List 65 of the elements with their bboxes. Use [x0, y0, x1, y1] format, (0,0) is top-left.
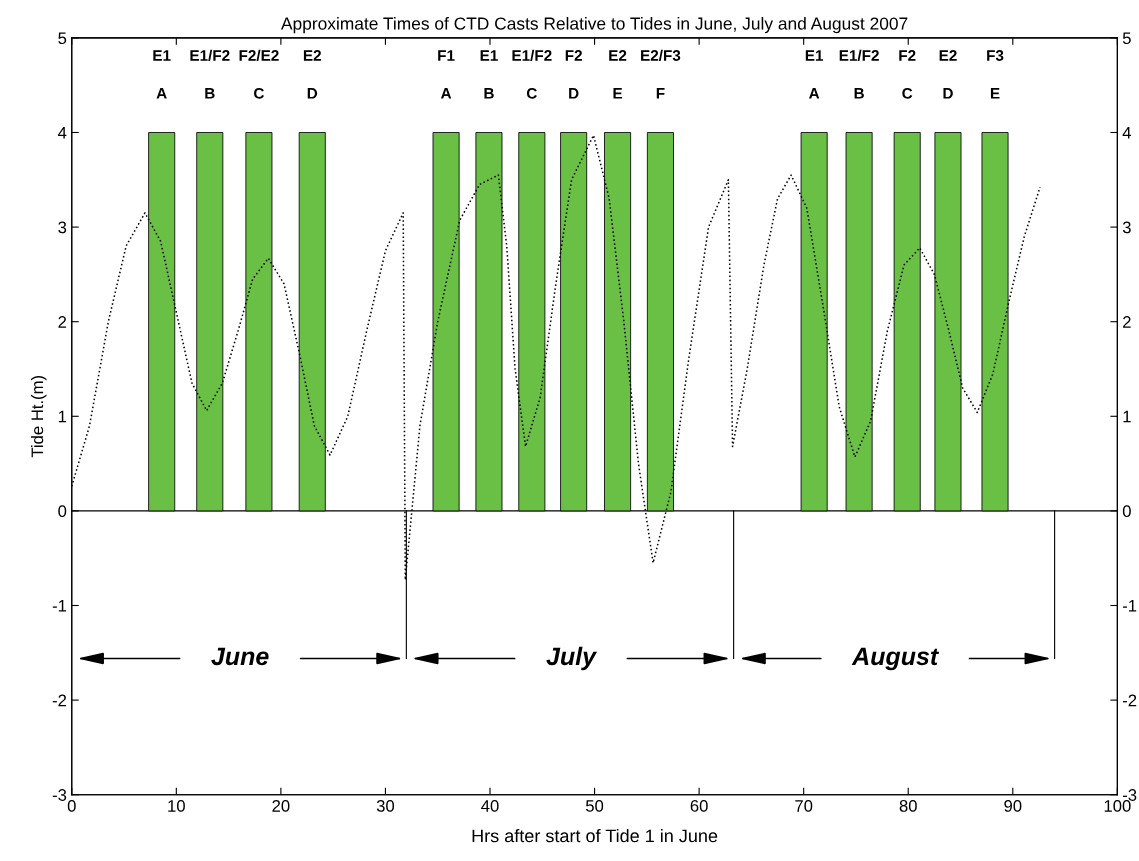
y-tick-label: 3 — [58, 221, 67, 234]
annotation: A — [156, 88, 167, 99]
y2-tick-label: -1 — [1122, 600, 1137, 612]
x-tick-label: 10 — [168, 800, 185, 812]
annotation: E1 — [153, 50, 171, 61]
y2-tick-label: -3 — [1122, 789, 1137, 801]
chart-title: Approximate Times of CTD Casts Relative to Tides in June, July and August 2007 — [280, 16, 908, 34]
annotation: B — [205, 88, 215, 99]
annotation: F3 — [987, 50, 1004, 61]
annotation: C — [254, 87, 265, 99]
annotation: E1/F2 — [839, 49, 879, 62]
x-tick-label: 80 — [899, 800, 917, 812]
annotation: E — [613, 88, 623, 99]
y-tick-label: 1 — [58, 410, 67, 423]
annotation: D — [943, 88, 953, 99]
annotation: F1 — [438, 50, 455, 61]
x-tick-label: 90 — [1004, 800, 1022, 812]
x-tick-label: 70 — [795, 800, 813, 812]
annotation: E1 — [805, 50, 824, 61]
annotation: July — [546, 646, 598, 671]
y2-tick-label: 4 — [1122, 127, 1131, 139]
annotation: E2 — [303, 50, 321, 61]
y2-tick-label: 3 — [1122, 221, 1131, 234]
annotation: E — [990, 88, 1000, 99]
annotation: E2 — [939, 50, 957, 61]
x-axis-title: Hrs after start of Tide 1 in June — [472, 828, 718, 843]
annotation: D — [569, 88, 579, 99]
x-tick-label: 100 — [1104, 800, 1131, 812]
annotation: C — [526, 87, 537, 99]
annotation: June — [211, 647, 269, 666]
annotation: F2/E2 — [239, 49, 279, 62]
x-tick-label: 50 — [585, 800, 604, 812]
annotation: A — [440, 88, 452, 99]
x-tick-label: 30 — [376, 800, 395, 812]
y2-tick-label: -2 — [1122, 694, 1137, 707]
annotation: F — [656, 88, 665, 99]
annotation: B — [484, 88, 494, 99]
annotation: E1/F2 — [190, 49, 230, 62]
y-tick-label: 2 — [58, 316, 67, 328]
annotation: E2/F3 — [641, 49, 681, 62]
y2-tick-label: 2 — [1123, 316, 1131, 328]
y-axis-title: Tide Ht.(m) — [30, 375, 47, 458]
annotation: A — [809, 88, 820, 99]
annotation: E1 — [480, 50, 498, 61]
y-tick-label: 4 — [58, 127, 67, 139]
annotation: C — [902, 87, 913, 99]
annotation: F2 — [565, 50, 582, 61]
annotation: August — [851, 647, 940, 671]
x-tick-label: 0 — [67, 800, 76, 812]
y2-tick-label: 0 — [1122, 505, 1131, 518]
y2-tick-label: 5 — [1122, 32, 1131, 45]
y-tick-label: -2 — [52, 694, 67, 707]
annotation: E1/F2 — [512, 49, 552, 62]
y-tick-label: -1 — [52, 600, 67, 612]
x-tick-label: 40 — [481, 800, 499, 812]
y-tick-label: -3 — [52, 789, 67, 801]
y-tick-label: 0 — [58, 505, 67, 518]
annotation: B — [854, 88, 864, 99]
annotation: E2 — [609, 50, 627, 61]
x-tick-label: 20 — [272, 800, 290, 812]
annotation: F2 — [899, 50, 916, 61]
x-tick-label: 60 — [690, 800, 708, 812]
y2-tick-label: 1 — [1123, 410, 1131, 423]
y-tick-label: 5 — [58, 32, 67, 45]
annotation: D — [307, 88, 318, 99]
